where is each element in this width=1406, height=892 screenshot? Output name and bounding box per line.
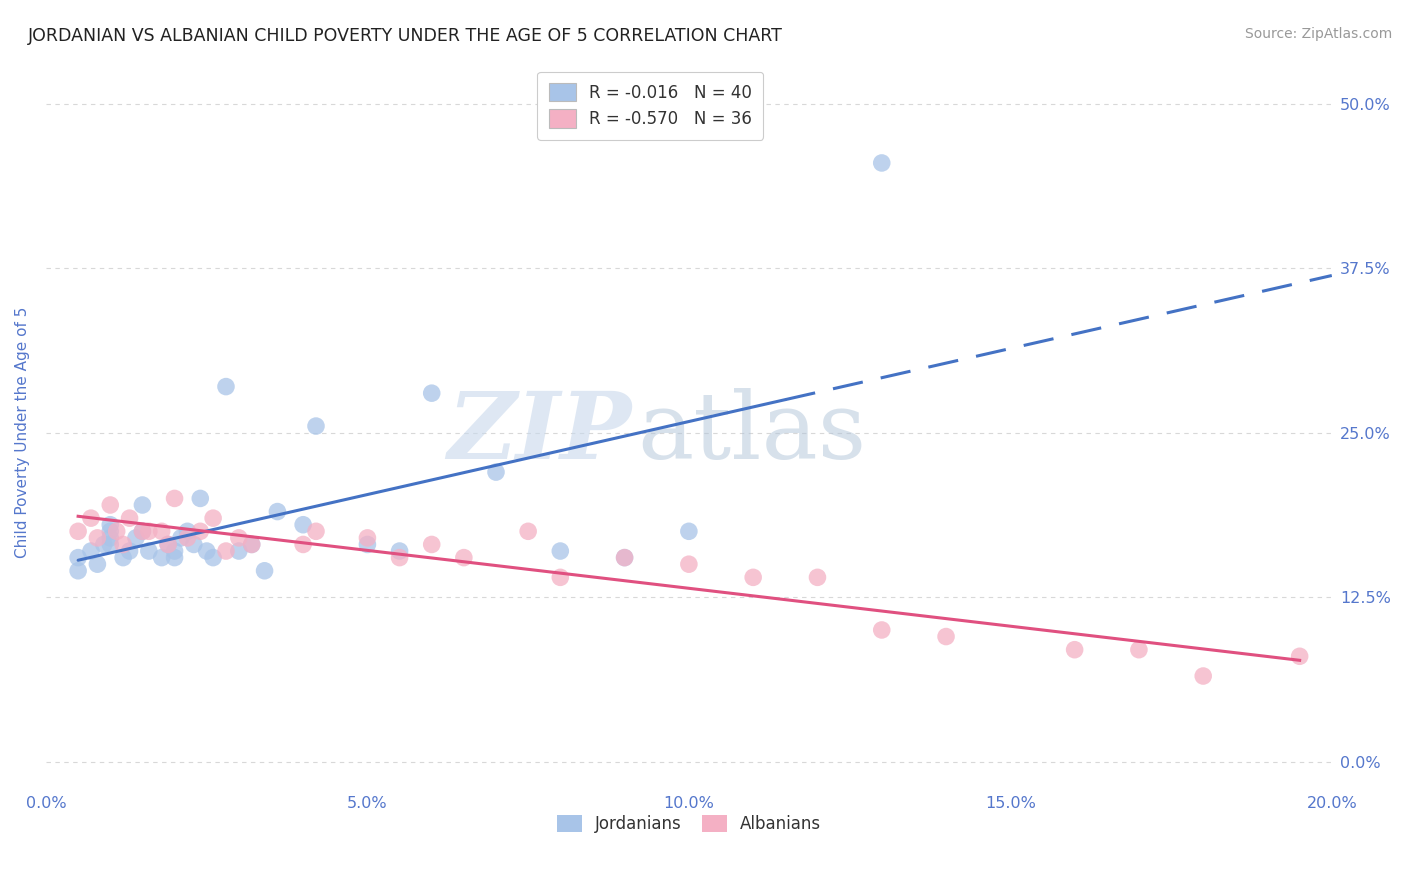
- Y-axis label: Child Poverty Under the Age of 5: Child Poverty Under the Age of 5: [15, 307, 30, 558]
- Point: [485, 465, 508, 479]
- Point: [80, 544, 103, 558]
- Point: [131, 498, 153, 512]
- Point: [550, 570, 572, 584]
- Point: [613, 550, 636, 565]
- Point: [388, 550, 411, 565]
- Point: [98, 517, 121, 532]
- Point: [420, 386, 443, 401]
- Point: [157, 537, 180, 551]
- Point: [105, 524, 128, 539]
- Point: [131, 524, 153, 539]
- Text: atlas: atlas: [637, 388, 866, 477]
- Text: JORDANIAN VS ALBANIAN CHILD POVERTY UNDER THE AGE OF 5 CORRELATION CHART: JORDANIAN VS ALBANIAN CHILD POVERTY UNDE…: [28, 27, 783, 45]
- Point: [93, 537, 115, 551]
- Point: [112, 550, 135, 565]
- Point: [150, 550, 173, 565]
- Point: [388, 544, 411, 558]
- Legend: Jordanians, Albanians: Jordanians, Albanians: [547, 805, 831, 844]
- Point: [163, 544, 186, 558]
- Point: [215, 379, 238, 393]
- Point: [550, 544, 572, 558]
- Point: [112, 537, 135, 551]
- Point: [150, 524, 173, 539]
- Point: [80, 511, 103, 525]
- Point: [240, 537, 263, 551]
- Text: ZIP: ZIP: [447, 388, 631, 477]
- Point: [215, 544, 238, 558]
- Point: [228, 544, 250, 558]
- Point: [131, 524, 153, 539]
- Point: [678, 524, 700, 539]
- Point: [163, 491, 186, 506]
- Point: [305, 419, 328, 434]
- Point: [188, 491, 211, 506]
- Point: [157, 537, 180, 551]
- Point: [517, 524, 540, 539]
- Text: Source: ZipAtlas.com: Source: ZipAtlas.com: [1244, 27, 1392, 41]
- Point: [356, 531, 378, 545]
- Point: [98, 537, 121, 551]
- Point: [86, 531, 108, 545]
- Point: [176, 524, 198, 539]
- Point: [935, 630, 957, 644]
- Point: [253, 564, 276, 578]
- Point: [202, 550, 225, 565]
- Point: [420, 537, 443, 551]
- Point: [292, 537, 315, 551]
- Point: [188, 524, 211, 539]
- Point: [806, 570, 828, 584]
- Point: [870, 623, 893, 637]
- Point: [170, 531, 193, 545]
- Point: [1288, 649, 1310, 664]
- Point: [613, 550, 636, 565]
- Point: [266, 505, 288, 519]
- Point: [163, 550, 186, 565]
- Point: [86, 558, 108, 572]
- Point: [98, 498, 121, 512]
- Point: [240, 537, 263, 551]
- Point: [118, 544, 141, 558]
- Point: [118, 511, 141, 525]
- Point: [678, 558, 700, 572]
- Point: [742, 570, 765, 584]
- Point: [183, 537, 205, 551]
- Point: [202, 511, 225, 525]
- Point: [98, 531, 121, 545]
- Point: [67, 564, 90, 578]
- Point: [453, 550, 475, 565]
- Point: [138, 524, 160, 539]
- Point: [870, 156, 893, 170]
- Point: [138, 544, 160, 558]
- Point: [305, 524, 328, 539]
- Point: [67, 550, 90, 565]
- Point: [1192, 669, 1215, 683]
- Point: [292, 517, 315, 532]
- Point: [1128, 642, 1150, 657]
- Point: [1063, 642, 1085, 657]
- Point: [98, 524, 121, 539]
- Point: [67, 524, 90, 539]
- Point: [125, 531, 148, 545]
- Point: [228, 531, 250, 545]
- Point: [176, 531, 198, 545]
- Point: [356, 537, 378, 551]
- Point: [195, 544, 218, 558]
